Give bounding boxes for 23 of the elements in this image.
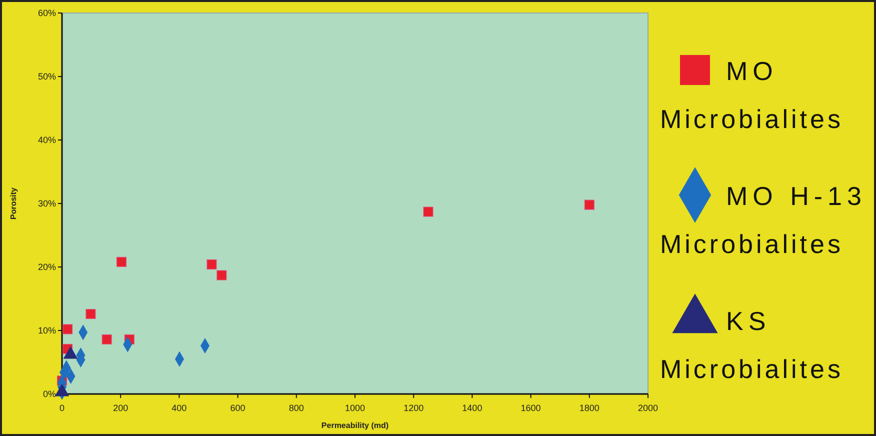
y-axis-title: Porosity [9, 186, 18, 220]
x-tick-label: 800 [288, 403, 304, 413]
y-tick-label: 60% [38, 8, 56, 18]
y-tick-label: 10% [38, 326, 56, 336]
x-tick-label: 2000 [638, 403, 658, 413]
x-tick-label: 1400 [462, 403, 482, 413]
legend-label: MO Microbialites [660, 56, 844, 134]
x-tick-label: 400 [172, 403, 187, 413]
y-tick-label: 50% [38, 72, 56, 82]
x-tick-label: 0 [59, 403, 65, 413]
y-tick-label: 40% [38, 135, 56, 146]
y-tick-label: 0% [42, 389, 56, 400]
legend-label: KS Microbialites [660, 306, 844, 384]
y-tick-label: 30% [38, 198, 56, 209]
x-tick-label: 1200 [404, 403, 424, 413]
y-tick-label: 20% [38, 262, 56, 272]
x-tick-label: 1000 [344, 403, 366, 413]
legend-label: MO H-13 Microbialites [660, 181, 866, 259]
x-axis-title: Permeability (md) [321, 421, 389, 430]
x-tick-label: 1600 [520, 403, 541, 413]
x-tick-label: 200 [113, 403, 128, 413]
x-tick-label: 600 [230, 403, 246, 413]
x-tick-label: 1800 [579, 403, 600, 413]
